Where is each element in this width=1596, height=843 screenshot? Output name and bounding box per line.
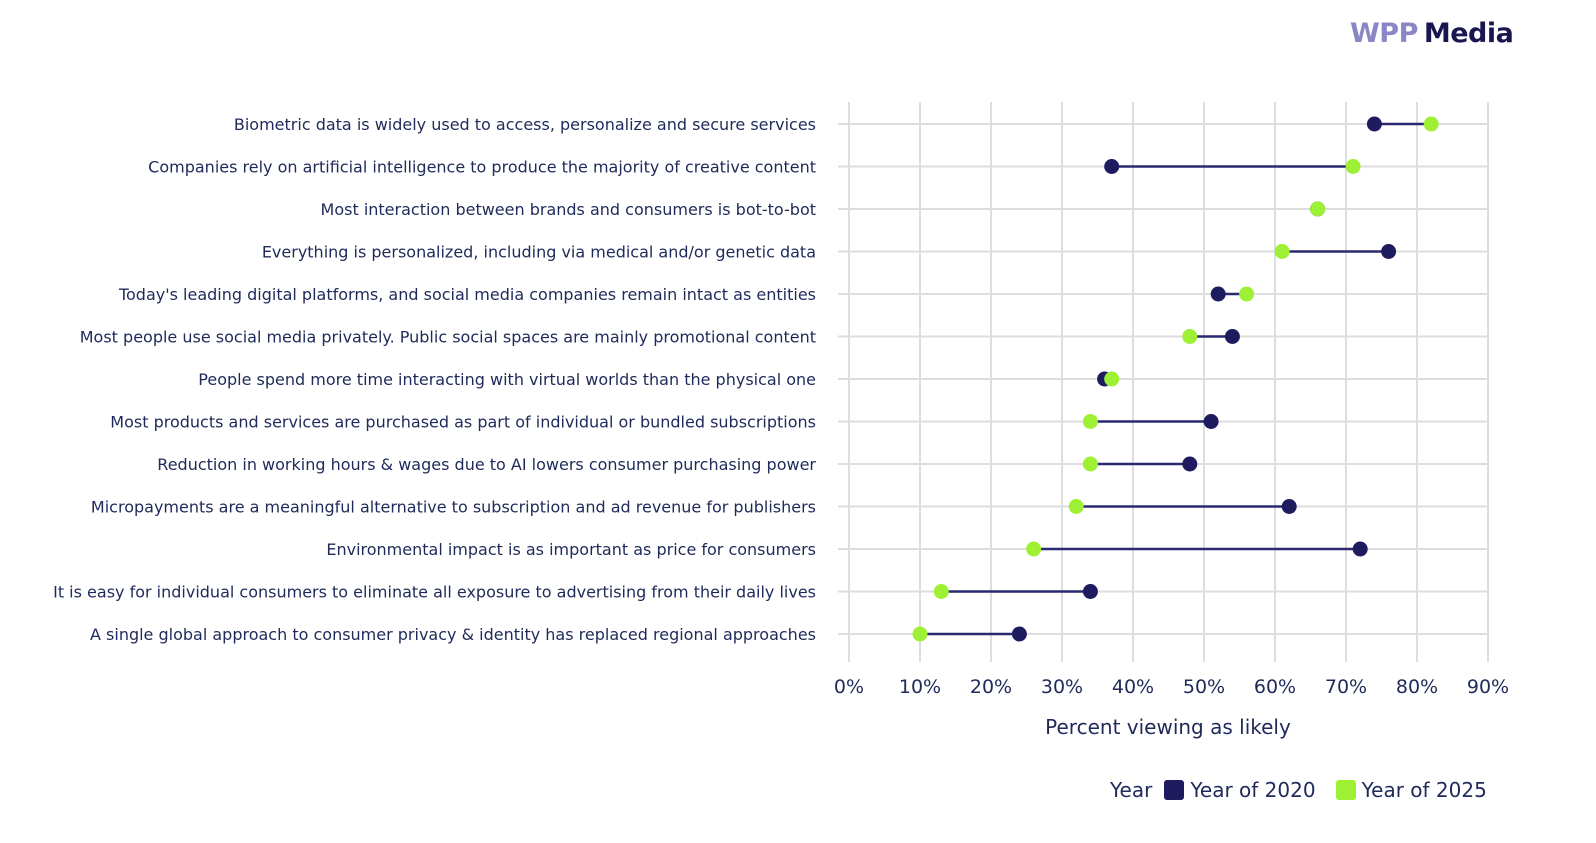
legend-item-2025: Year of 2025 (1335, 778, 1487, 802)
x-axis-title: Percent viewing as likely (1045, 715, 1291, 739)
row-label: Today's leading digital platforms, and s… (118, 285, 816, 304)
legend-item-2020: Year of 2020 (1164, 778, 1316, 802)
point-2025 (912, 626, 928, 642)
x-tick-label: 90% (1467, 676, 1509, 698)
legend-swatch-2025 (1335, 780, 1356, 800)
logo-wpp-text: WPP (1350, 18, 1418, 49)
row-label: Micropayments are a meaningful alternati… (91, 498, 816, 517)
logo-media-text: Media (1423, 18, 1514, 49)
point-2025 (1182, 329, 1198, 344)
point-2020 (1182, 456, 1198, 472)
point-2025 (1082, 414, 1098, 429)
x-tick-label: 30% (1041, 676, 1083, 698)
point-2025 (1310, 201, 1326, 217)
row-label: Most people use social media privately. … (80, 328, 816, 347)
x-tick-label: 0% (834, 676, 864, 698)
point-2025 (1274, 244, 1290, 259)
row-label: Most interaction between brands and cons… (321, 200, 816, 219)
point-2020 (1011, 626, 1027, 642)
x-tick-label: 60% (1254, 676, 1296, 698)
x-tick-label: 20% (970, 676, 1012, 698)
row-label: A single global approach to consumer pri… (90, 625, 816, 644)
point-2025 (1104, 371, 1120, 387)
point-2020 (1210, 286, 1226, 302)
point-2020 (1352, 541, 1368, 557)
x-axis-ticks: 0% 10% 20% 30% 40% 50% 60% 70% 80% 90% (834, 676, 1509, 698)
point-2025 (1345, 159, 1361, 174)
row-label: Reduction in working hours & wages due t… (157, 455, 816, 474)
legend-label-2020: Year of 2020 (1190, 778, 1316, 802)
row-label: Companies rely on artificial intelligenc… (148, 158, 816, 177)
point-2020 (1203, 414, 1219, 429)
point-2025 (1423, 116, 1439, 132)
legend: Year Year of 2020 Year of 2025 (1110, 778, 1507, 802)
x-tick-label: 70% (1325, 676, 1367, 698)
x-tick-label: 50% (1183, 676, 1225, 698)
point-2025 (1239, 286, 1255, 302)
row-label: It is easy for individual consumers to e… (53, 583, 816, 602)
x-tick-label: 80% (1396, 676, 1438, 698)
connectors (920, 122, 1432, 636)
row-labels: Biometric data is widely used to access,… (53, 115, 816, 644)
row-label: Most products and services are purchased… (110, 413, 816, 432)
point-2020 (1281, 499, 1297, 514)
x-tick-label: 40% (1112, 676, 1154, 698)
point-2025 (1026, 541, 1042, 557)
point-2020 (1381, 244, 1397, 259)
point-2025 (1082, 456, 1098, 472)
row-label: People spend more time interacting with … (198, 370, 816, 389)
data-points (912, 116, 1439, 642)
point-2025 (933, 584, 949, 599)
point-2020 (1082, 584, 1098, 599)
point-2025 (1068, 499, 1084, 514)
x-tick-label: 10% (899, 676, 941, 698)
row-label: Environmental impact is as important as … (326, 540, 816, 559)
row-label: Everything is personalized, including vi… (262, 243, 816, 262)
grid-lines (838, 102, 1489, 662)
row-label: Biometric data is widely used to access,… (234, 115, 816, 134)
point-2020 (1224, 329, 1240, 344)
legend-swatch-2020 (1164, 780, 1185, 800)
point-2020 (1366, 116, 1382, 132)
wpp-media-logo: WPP Media (1350, 18, 1514, 49)
legend-label-2025: Year of 2025 (1361, 778, 1487, 802)
legend-title: Year (1110, 778, 1153, 802)
point-2020 (1104, 159, 1120, 174)
